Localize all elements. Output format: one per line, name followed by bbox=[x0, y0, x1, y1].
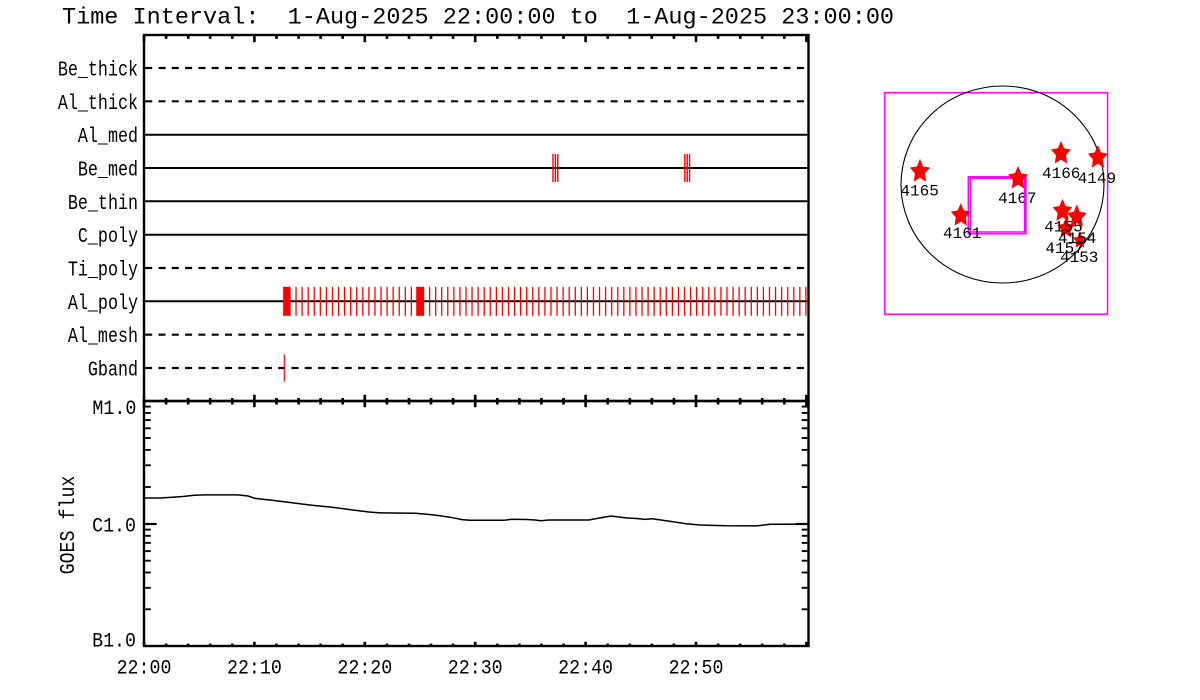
svg-text:22:40: 22:40 bbox=[558, 657, 613, 680]
svg-text:4153: 4153 bbox=[1060, 249, 1098, 267]
svg-text:Al_med: Al_med bbox=[78, 124, 138, 148]
svg-text:Al_poly: Al_poly bbox=[68, 291, 138, 315]
svg-text:C1.0: C1.0 bbox=[92, 515, 136, 538]
svg-text:4149: 4149 bbox=[1078, 170, 1116, 188]
svg-text:4154: 4154 bbox=[1058, 230, 1096, 248]
svg-text:22:30: 22:30 bbox=[448, 657, 503, 680]
svg-text:4167: 4167 bbox=[998, 190, 1036, 208]
svg-text:Al_mesh: Al_mesh bbox=[68, 324, 138, 348]
svg-text:4166: 4166 bbox=[1042, 165, 1080, 183]
svg-text:4155: 4155 bbox=[1044, 218, 1082, 236]
svg-text:22:50: 22:50 bbox=[669, 657, 724, 680]
svg-text:Be_med: Be_med bbox=[78, 158, 138, 182]
svg-text:C_poly: C_poly bbox=[78, 224, 138, 248]
svg-text:Gband: Gband bbox=[88, 358, 138, 382]
svg-text:22:10: 22:10 bbox=[227, 657, 282, 680]
svg-text:22:00: 22:00 bbox=[117, 657, 172, 680]
svg-text:Time Interval: 1-Aug-2025 22:: Time Interval: 1-Aug-2025 22:00:00 to 1-… bbox=[62, 5, 894, 32]
svg-text:4157: 4157 bbox=[1045, 240, 1083, 258]
svg-text:Be_thin: Be_thin bbox=[68, 191, 138, 215]
svg-text:22:20: 22:20 bbox=[337, 657, 392, 680]
svg-text:Ti_poly: Ti_poly bbox=[68, 258, 138, 282]
svg-text:4165: 4165 bbox=[900, 183, 938, 201]
svg-text:B1.0: B1.0 bbox=[92, 630, 136, 653]
svg-text:4161: 4161 bbox=[943, 225, 981, 243]
svg-text:M1.0: M1.0 bbox=[92, 397, 136, 420]
svg-text:Be_thick: Be_thick bbox=[58, 58, 138, 82]
svg-text:GOES flux: GOES flux bbox=[57, 476, 80, 575]
svg-text:Al_thick: Al_thick bbox=[58, 91, 138, 115]
